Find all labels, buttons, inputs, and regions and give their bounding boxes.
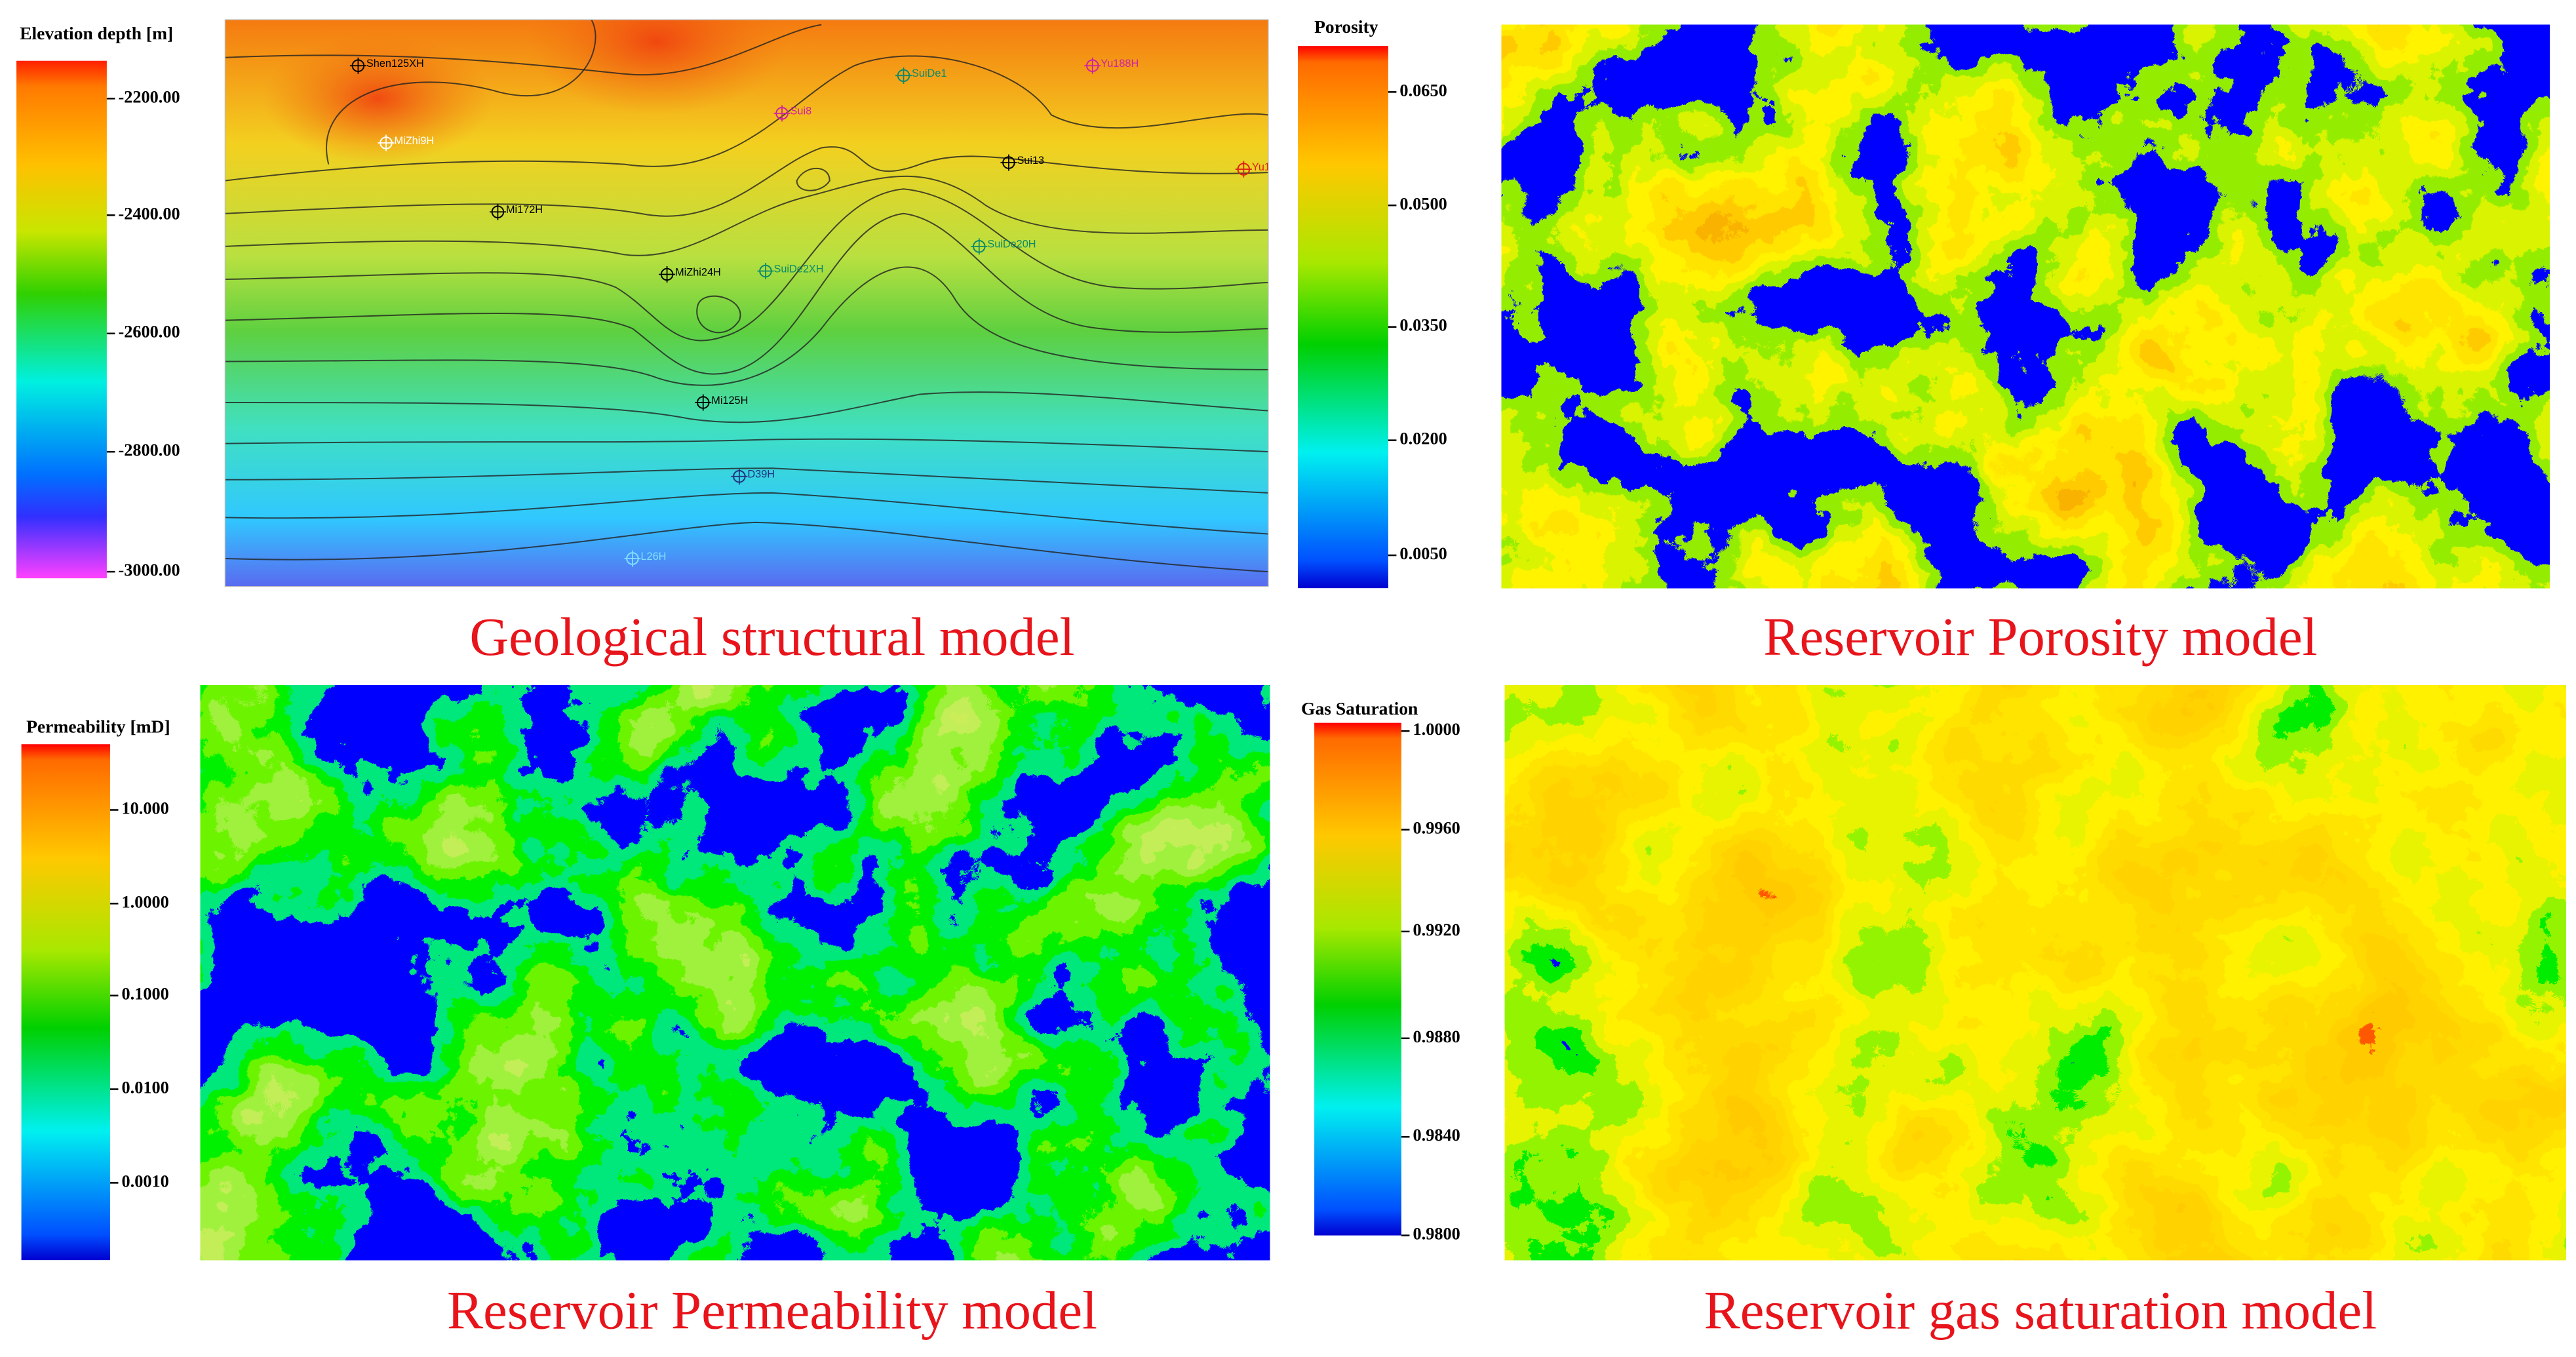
caption: Reservoir Porosity model (1763, 606, 2317, 667)
well-label: Mi125H (711, 395, 748, 406)
tick-label: 0.0050 (1399, 544, 1447, 563)
well-label: Sui8 (790, 106, 812, 117)
tick-label: -2400.00 (118, 204, 180, 223)
well-label: D39H (747, 469, 775, 481)
tick-label: 0.9960 (1413, 819, 1460, 838)
tick-label: 0.0500 (1399, 194, 1447, 213)
colorbar-title: Gas Saturation (1301, 698, 1418, 718)
tick-label: 0.0350 (1399, 316, 1447, 335)
tick-label: 0.9840 (1413, 1126, 1460, 1145)
wells: Shen125XH MiZhi9H Mi172H MiZhi24H SuiDe1 SuiD… (349, 57, 1289, 567)
porosity-map (1501, 24, 2550, 589)
tick-label: 0.1000 (121, 985, 168, 1004)
tick-label: 0.0650 (1399, 81, 1447, 100)
tick-label: 0.0200 (1399, 429, 1447, 448)
tick-label: 0.0010 (121, 1171, 168, 1190)
colorbar (16, 60, 107, 579)
well-label: Mi172H (506, 204, 543, 216)
structural-map: Shen125XH MiZhi9H Mi172H MiZhi24H SuiDe1 SuiD… (225, 20, 1289, 587)
tick-label: 1.0000 (121, 892, 168, 911)
well-label: Yu103X (1252, 161, 1289, 173)
colorbar-title: Porosity (1314, 16, 1378, 37)
well-label: L26H (640, 551, 666, 562)
map-high (263, 33, 493, 165)
colorbar (1298, 46, 1388, 589)
caption: Reservoir Permeability model (447, 1280, 1097, 1340)
colorbar-title: Elevation depth [m] (20, 23, 173, 43)
tick-label: -2600.00 (118, 323, 180, 342)
tick-label: -3000.00 (118, 560, 180, 580)
tick-label: -2800.00 (118, 441, 180, 460)
well-label: SuiDe20H (987, 239, 1036, 250)
well-label: SuiDe2XH (774, 263, 824, 275)
colorbar-title: Permeability [mD] (26, 717, 170, 737)
caption: Reservoir gas saturation model (1704, 1280, 2377, 1340)
well-label: MiZhi24H (675, 266, 721, 278)
colorbar (1314, 722, 1401, 1236)
well-label: Sui13 (1017, 155, 1044, 167)
caption: Geological structural model (469, 606, 1074, 667)
contours (225, 20, 1268, 573)
colorbar (21, 744, 110, 1261)
well-label: Shen125XH (366, 58, 424, 69)
tick-label: 0.9880 (1413, 1027, 1460, 1046)
permeability-map (200, 685, 1270, 1261)
map-high (526, 20, 789, 115)
well-label: SuiDe1 (912, 68, 946, 79)
well-label: Yu188H (1101, 58, 1139, 69)
tick-label: 0.9920 (1413, 920, 1460, 939)
tick-label: 0.9800 (1413, 1225, 1460, 1244)
tick-label: 1.0000 (1413, 720, 1460, 739)
well-label: MiZhi9H (395, 135, 435, 147)
tick-label: 0.0100 (121, 1078, 168, 1097)
tick-label: -2200.00 (118, 87, 180, 106)
gas-saturation-map (1504, 685, 2566, 1261)
map-frame (224, 19, 1269, 587)
tick-label: 10.000 (121, 799, 168, 818)
